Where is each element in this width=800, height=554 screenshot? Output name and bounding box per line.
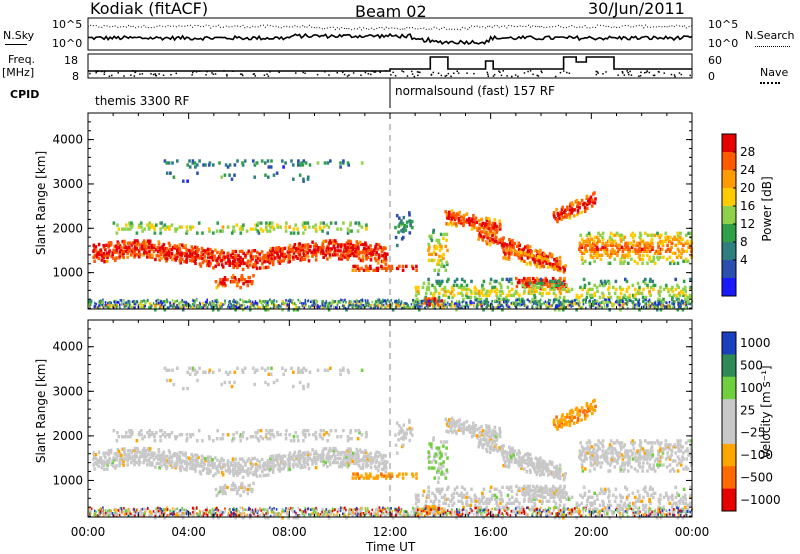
freq-label: Freq. — [8, 53, 36, 66]
freq-unit: [MHz] — [2, 66, 35, 79]
axes: 1000 2000 3000 4000 1000 2000 3000 4000 00:00 04:… — [52, 112, 710, 539]
xtick-label-4: 16:00 — [473, 525, 508, 539]
velocity-colorbar-tick-6: −500 — [740, 470, 773, 484]
velocity-colorbar-cell-1 — [722, 354, 736, 378]
freq-line — [88, 56, 692, 72]
ytick-label-1-2: 3000 — [52, 384, 83, 398]
velocity-colorbar-cell-7 — [722, 488, 736, 512]
power-colorbar-cell-8 — [722, 278, 736, 297]
nsky-line — [87, 32, 693, 46]
velocity-panel — [87, 366, 694, 520]
velocity-colorbar-label: Velocity [m s⁻¹] — [759, 365, 773, 459]
ytick-label-0-2: 3000 — [52, 177, 83, 191]
power-colorbar-cell-5 — [722, 224, 736, 243]
nsearch-legend-line — [755, 46, 790, 47]
nave-label: Nave — [760, 66, 789, 79]
power-colorbar-tick-1: 24 — [740, 163, 755, 177]
velocity-colorbar-tick-7: −1000 — [740, 493, 781, 507]
power-colorbar-tick-5: 8 — [740, 235, 748, 249]
velocity-colorbar-cell-3 — [722, 399, 736, 422]
freq-tick-top: 18 — [64, 54, 78, 67]
cpid-segment-0: themis 3300 RF — [95, 94, 190, 108]
velocity-colorbar-tick-0: 1000 — [740, 336, 771, 350]
nsky-frame — [87, 17, 693, 51]
velocity-colorbar-frame — [721, 331, 737, 512]
date-title: 30/Jun/2011 — [588, 0, 685, 18]
velocity-colorbar-tick-1: 500 — [740, 359, 763, 373]
xtick-label-6: 00:00 — [675, 525, 710, 539]
power-colorbar-cell-6 — [722, 242, 736, 261]
velocity-ylabel: Slant Range [km] — [34, 358, 48, 464]
cpid-label: CPID — [10, 88, 40, 101]
colorbars: 28 24 20 16 12 8 4 1000 500 100 25 −25 −100 −500 −1000 — [721, 133, 781, 512]
nsearch-tick-bottom: 10^0 — [708, 37, 739, 50]
power-colorbar-cell-0 — [722, 134, 736, 153]
velocity-colorbar-cell-2 — [722, 376, 736, 400]
ytick-label-0-3: 4000 — [52, 133, 83, 147]
power-colorbar-frame — [721, 133, 737, 297]
cpid-segment-1: normalsound (fast) 157 RF — [395, 84, 555, 98]
velocity-colorbar-tick-4: −25 — [740, 426, 765, 440]
ytick-label-1-3: 4000 — [52, 340, 83, 354]
nsearch-tick-top: 10^5 — [708, 18, 739, 31]
beam-title: Beam 02 — [355, 2, 427, 21]
station-title: Kodiak (fitACF) — [90, 0, 209, 18]
power-colorbar-cell-4 — [722, 206, 736, 225]
ytick-label-1-1: 2000 — [52, 429, 83, 443]
velocity-colorbar-cell-4 — [722, 421, 736, 445]
ytick-label-0-1: 2000 — [52, 221, 83, 235]
nsky-tick-top: 10^5 — [52, 18, 83, 31]
nsearch-label: N.Search — [745, 29, 795, 42]
velocity-colorbar-tick-5: −100 — [740, 448, 773, 462]
velocity-colorbar-tick-3: 25 — [740, 403, 755, 417]
power-colorbar-cell-1 — [722, 152, 736, 171]
power-colorbar-tick-3: 16 — [740, 199, 755, 213]
nsky-label: N.Sky — [3, 29, 35, 42]
nave-tick-bottom: 0 — [708, 70, 715, 83]
velocity-colorbar-tick-2: 100 — [740, 381, 763, 395]
nsearch-line — [87, 24, 693, 31]
ytick-label-0-0: 1000 — [52, 266, 83, 280]
nave-legend-line — [760, 82, 780, 84]
power-colorbar-cell-2 — [722, 170, 736, 189]
xtick-label-5: 20:00 — [574, 525, 609, 539]
power-colorbar-cell-7 — [722, 260, 736, 279]
power-colorbar-tick-4: 12 — [740, 217, 755, 231]
power-ylabel: Slant Range [km] — [34, 150, 48, 256]
power-colorbar-label: Power [dB] — [760, 176, 774, 242]
power-colorbar-tick-6: 4 — [740, 253, 748, 267]
freq-tick-bottom: 8 — [72, 70, 79, 83]
velocity-colorbar-cell-0 — [722, 332, 736, 355]
ytick-label-1-0: 1000 — [52, 473, 83, 487]
velocity-colorbar-cell-6 — [722, 466, 736, 490]
xtick-label-2: 08:00 — [272, 525, 307, 539]
x-axis-title: Time UT — [366, 540, 416, 554]
xtick-label-1: 04:00 — [171, 525, 206, 539]
xtick-label-0: 00:00 — [71, 525, 106, 539]
power-panel — [87, 159, 694, 312]
nsky-tick-bottom: 10^0 — [52, 37, 83, 50]
power-colorbar-tick-0: 28 — [740, 145, 755, 159]
nsky-legend-line — [5, 44, 27, 45]
top-panels — [87, 17, 693, 108]
power-colorbar-tick-2: 20 — [740, 181, 755, 195]
xtick-label-3: 12:00 — [373, 525, 408, 539]
nave-tick-top: 60 — [708, 54, 722, 67]
velocity-colorbar-cell-5 — [722, 443, 736, 467]
power-colorbar-cell-3 — [722, 188, 736, 207]
